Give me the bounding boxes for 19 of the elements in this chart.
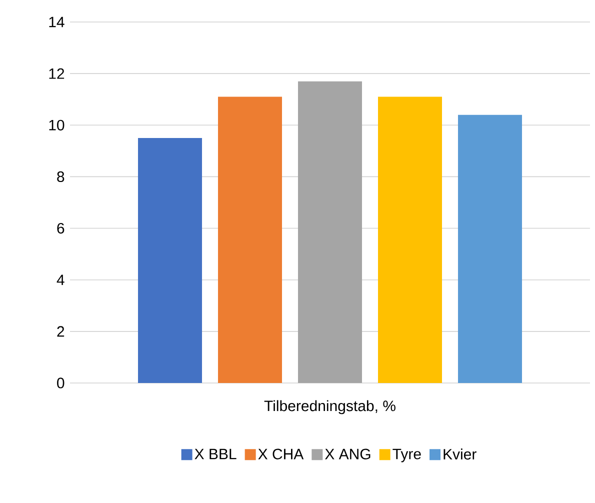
x-tick-label: Tilberedningstab, % — [264, 400, 396, 414]
legend-label: Tyre — [392, 448, 421, 462]
bar — [378, 96, 442, 383]
y-tick-label: 6 — [57, 222, 64, 234]
bar — [218, 96, 282, 383]
bar — [138, 138, 202, 383]
y-tick-label: 2 — [57, 326, 64, 337]
y-tick-label: 0 — [57, 378, 64, 388]
y-tick-label: 10 — [49, 120, 64, 130]
legend-label: X CHA — [258, 448, 304, 460]
y-tick-label: 8 — [57, 171, 64, 182]
legend-label: X ANG — [325, 448, 370, 460]
bar — [458, 114, 522, 383]
y-tick-label: 14 — [49, 16, 64, 28]
y-tick-label: 4 — [56, 274, 64, 286]
legend-label: X BBL — [194, 448, 236, 460]
legend-label: Kvier — [444, 448, 476, 460]
y-tick-label: 12 — [49, 68, 64, 79]
bar — [298, 81, 362, 383]
